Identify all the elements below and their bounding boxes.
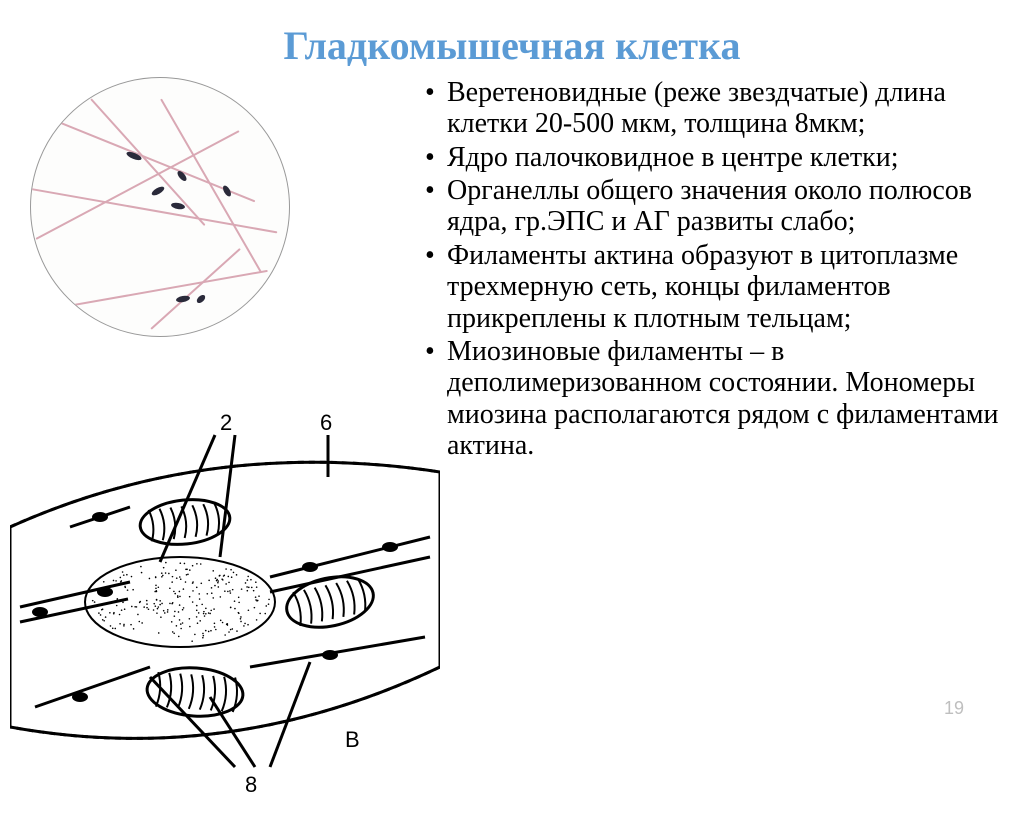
tissue-fiber: [90, 98, 205, 226]
bullet-item: Веретеновидные (реже звездчатые) длина к…: [425, 77, 1004, 140]
content-row: 2 6 8 В Веретеновидные (реже звездчатые)…: [0, 77, 1024, 757]
cell-nucleus: [176, 295, 191, 303]
cell-diagram-svg: [10, 407, 440, 817]
right-column: Веретеновидные (реже звездчатые) длина к…: [420, 77, 1004, 757]
diagram-label-8: 8: [245, 772, 257, 798]
bullet-item: Филаменты актина образуют в цитоплазме т…: [425, 240, 1004, 334]
left-column: 2 6 8 В: [10, 77, 420, 757]
cell-nucleus: [176, 169, 188, 182]
bullet-item: Миозиновые филаменты – в деполимеризован…: [425, 336, 1004, 461]
bullet-list: Веретеновидные (реже звездчатые) длина к…: [425, 77, 1004, 461]
diagram-label-2: 2: [220, 410, 232, 436]
diagram-label-6: 6: [320, 410, 332, 436]
tissue-fiber: [160, 99, 262, 273]
tissue-fiber: [51, 270, 268, 310]
cell-nucleus: [150, 185, 165, 197]
diagram-label-v: В: [345, 727, 360, 753]
bullet-item: Ядро палочковидное в центре клетки;: [425, 142, 1004, 173]
page-title: Гладкомышечная клетка: [0, 0, 1024, 77]
cell-diagram: 2 6 8 В: [10, 407, 440, 817]
page-number: 19: [944, 698, 964, 719]
bullet-item: Органеллы общего значения около полюсов …: [425, 175, 1004, 238]
cell-nucleus: [195, 293, 206, 304]
microscope-view: [30, 77, 290, 337]
